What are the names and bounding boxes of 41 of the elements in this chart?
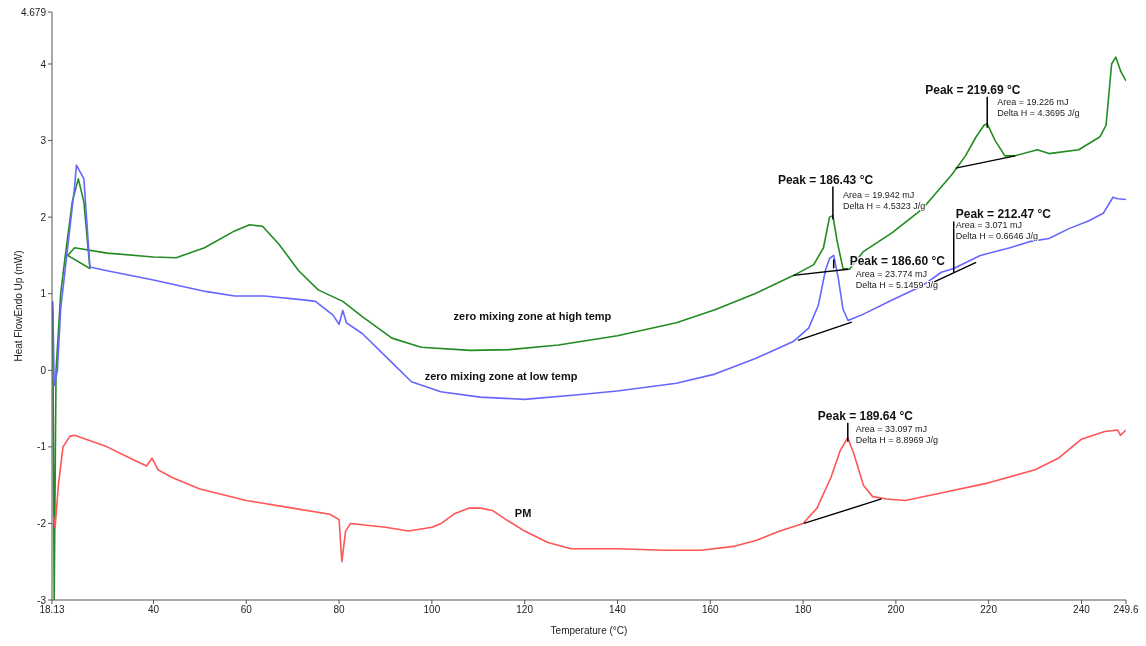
y-tick-label: -3 <box>37 594 47 606</box>
series-label: zero mixing zone at low temp <box>424 369 578 382</box>
x-tick-label: 40 <box>147 604 160 616</box>
annotation: Area = 23.774 mJ <box>855 269 927 280</box>
series-label: PM <box>514 506 532 519</box>
y-tick-label: 1 <box>40 288 47 300</box>
y-tick-label: -1 <box>37 441 47 453</box>
y-tick-label: -2 <box>37 517 47 529</box>
x-tick-label: 140 <box>609 604 627 616</box>
annotation: Delta H = 8.8969 J/g <box>855 434 939 445</box>
x-tick-label: 18.13 <box>39 604 65 616</box>
annotation: Delta H = 4.3695 J/g <box>997 107 1080 118</box>
x-axis-title: Temperature (°C) <box>550 625 628 636</box>
x-tick-label: 80 <box>333 604 346 616</box>
annotation: Peak = 219.69 °C <box>925 82 1021 97</box>
y-axis-title: Heat FlowEndo Up (mW) <box>12 250 24 362</box>
annotation: Peak = 212.47 °C <box>955 207 1052 222</box>
annotation: Area = 3.071 mJ <box>955 220 1023 231</box>
annotation: Area = 19.942 mJ <box>842 189 915 200</box>
y-tick-label: 2 <box>40 211 47 223</box>
annotation: Area = 19.226 mJ <box>997 96 1069 107</box>
annotation: Peak = 189.64 °C <box>817 408 914 423</box>
y-tick-label: 0 <box>40 364 47 376</box>
x-tick-label: 120 <box>516 604 534 616</box>
y-tick-label: 4 <box>40 58 47 70</box>
series-label: zero mixing zone at high temp <box>453 309 612 322</box>
x-tick-label: 60 <box>240 604 253 616</box>
y-tick-label: 4.679 <box>20 6 47 18</box>
annotation: Delta H = 5.1459 J/g <box>855 280 938 291</box>
x-tick-label: 200 <box>887 604 905 616</box>
x-tick-label: 160 <box>701 604 720 616</box>
x-tick-label: 240 <box>1073 604 1091 616</box>
annotation: Peak = 186.43 °C <box>777 172 874 187</box>
x-tick-label: 220 <box>980 604 998 616</box>
annotation: Delta H = 4.5323 J/g <box>842 200 926 211</box>
annotation: Area = 33.097 mJ <box>855 423 928 434</box>
x-tick-label: 180 <box>794 604 812 616</box>
x-tick-label: 249.6 <box>1113 604 1139 616</box>
x-tick-label: 100 <box>423 604 441 616</box>
annotation: Delta H = 0.6646 J/g <box>955 231 1039 242</box>
y-tick-label: 3 <box>40 135 47 147</box>
